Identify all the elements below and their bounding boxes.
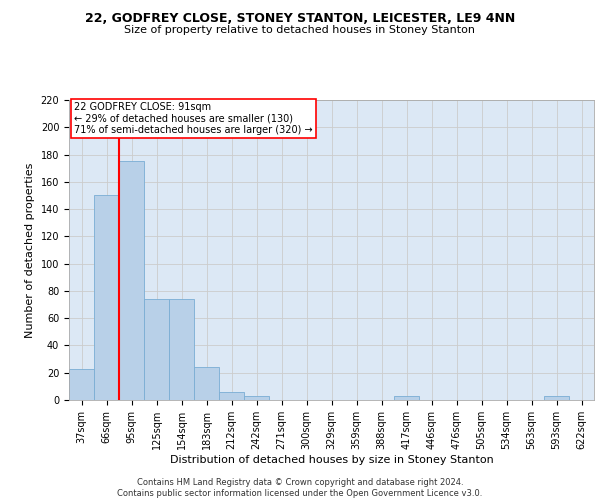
- Bar: [144, 299, 169, 400]
- Bar: [544, 396, 569, 400]
- Y-axis label: Number of detached properties: Number of detached properties: [25, 162, 35, 338]
- Text: 22, GODFREY CLOSE, STONEY STANTON, LEICESTER, LE9 4NN: 22, GODFREY CLOSE, STONEY STANTON, LEICE…: [85, 12, 515, 26]
- Bar: [194, 368, 219, 400]
- Bar: [119, 162, 144, 400]
- Text: Contains HM Land Registry data © Crown copyright and database right 2024.
Contai: Contains HM Land Registry data © Crown c…: [118, 478, 482, 498]
- Bar: [94, 196, 119, 400]
- Bar: [169, 299, 194, 400]
- Text: Size of property relative to detached houses in Stoney Stanton: Size of property relative to detached ho…: [125, 25, 476, 35]
- Text: 22 GODFREY CLOSE: 91sqm
← 29% of detached houses are smaller (130)
71% of semi-d: 22 GODFREY CLOSE: 91sqm ← 29% of detache…: [74, 102, 313, 134]
- Bar: [219, 392, 244, 400]
- X-axis label: Distribution of detached houses by size in Stoney Stanton: Distribution of detached houses by size …: [170, 454, 493, 464]
- Bar: [244, 396, 269, 400]
- Bar: [394, 396, 419, 400]
- Bar: [69, 368, 94, 400]
